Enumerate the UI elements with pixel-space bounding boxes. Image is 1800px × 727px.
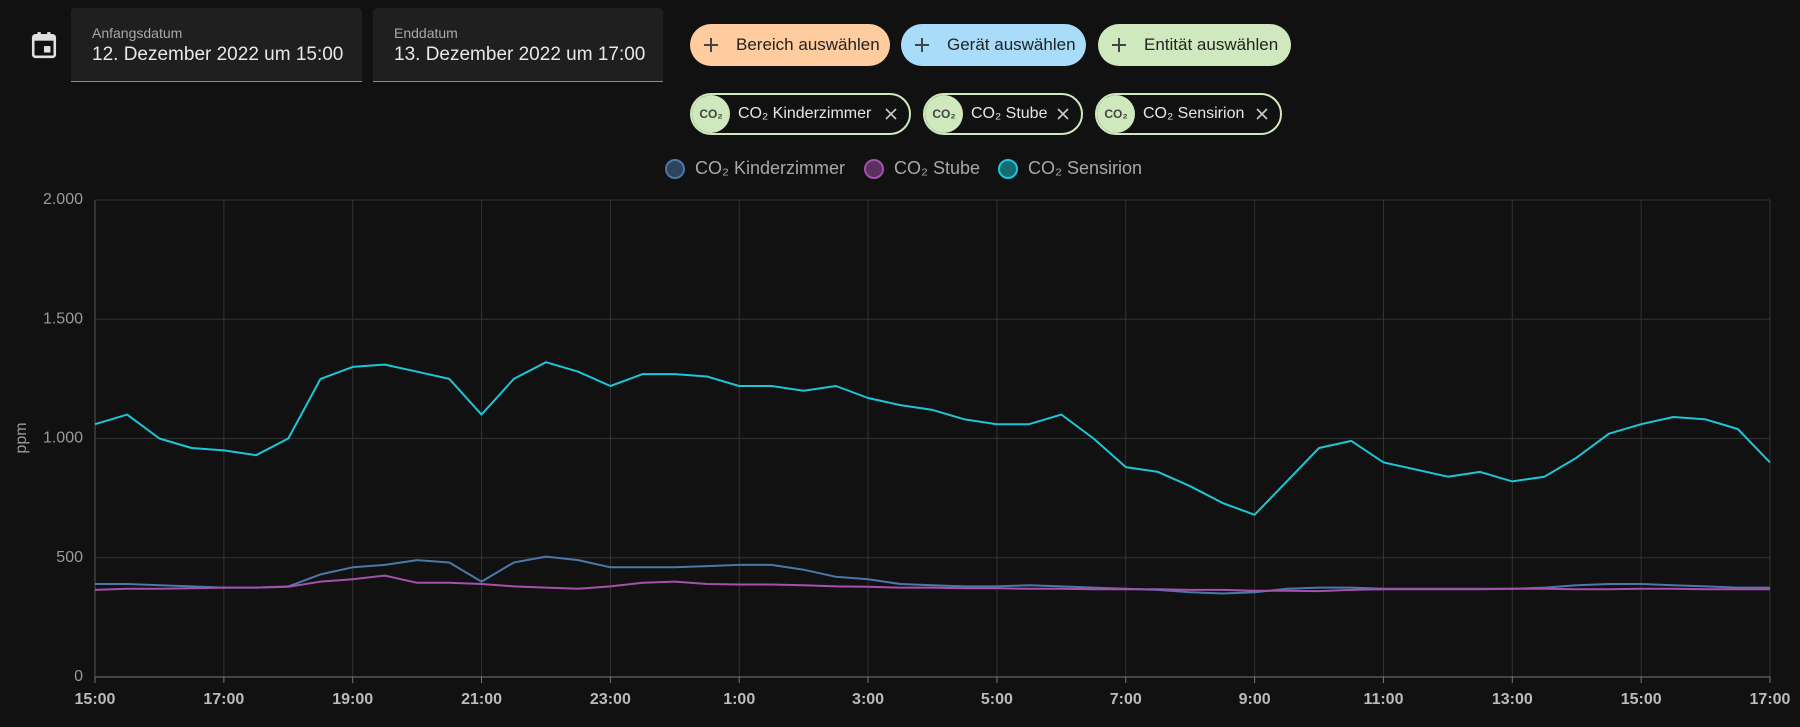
- y-tick-label: 1.000: [43, 430, 83, 447]
- x-tick-label: 1:00: [723, 691, 755, 708]
- chip-icon: CO₂: [1097, 95, 1135, 133]
- remove-icon[interactable]: [1256, 108, 1268, 120]
- legend-label: CO₂ Sensirion: [1028, 158, 1142, 178]
- y-tick-label: 1.500: [43, 310, 83, 327]
- x-tick-label: 7:00: [1110, 691, 1142, 708]
- y-axis-label: ppm: [13, 422, 30, 453]
- chip-label: CO₂ Stube: [971, 105, 1048, 122]
- field-label: Enddatum: [394, 25, 458, 41]
- x-tick-label: 5:00: [981, 691, 1013, 708]
- series-line: [94, 574, 1770, 593]
- area-button[interactable]: Bereich auswählen: [690, 24, 890, 66]
- entity-chip[interactable]: CO₂ CO₂ Kinderzimmer: [690, 93, 911, 135]
- x-tick-label: 21:00: [461, 691, 502, 708]
- button-label: Gerät auswählen: [947, 35, 1076, 54]
- x-tick-label: 11:00: [1363, 691, 1403, 708]
- y-tick-label: 500: [56, 549, 83, 566]
- field-label: Anfangsdatum: [92, 25, 183, 41]
- legend-swatch: [864, 159, 884, 179]
- x-tick-label: 19:00: [332, 691, 373, 708]
- button-label: Bereich auswählen: [736, 35, 880, 54]
- x-tick-label: 15:00: [1621, 691, 1662, 708]
- legend-label: CO₂ Stube: [894, 158, 980, 178]
- x-tick-label: 17:00: [1750, 691, 1791, 708]
- legend-label: CO₂ Kinderzimmer: [695, 158, 845, 178]
- device-button[interactable]: Gerät auswählen: [901, 24, 1086, 66]
- legend-swatch: [665, 159, 685, 179]
- plus-icon: [915, 38, 929, 52]
- legend-swatch: [998, 159, 1018, 179]
- chip-icon: CO₂: [925, 95, 963, 133]
- chart: ppm 0 500 1.000 1.500 2.000 15:00 17:00 19:00 21…: [13, 158, 1791, 708]
- end-date-field[interactable]: Enddatum 13. Dezember 2022 um 17:00: [373, 8, 663, 82]
- series-line: [94, 361, 1771, 516]
- entity-chip[interactable]: CO₂ CO₂ Stube: [923, 93, 1083, 135]
- x-tick-label: 9:00: [1239, 691, 1271, 708]
- y-tick-label: 2.000: [43, 191, 83, 208]
- button-label: Entität auswählen: [1144, 35, 1279, 54]
- entity-button[interactable]: Entität auswählen: [1098, 24, 1291, 66]
- remove-icon[interactable]: [1057, 108, 1069, 120]
- field-value: 12. Dezember 2022 um 15:00: [92, 44, 344, 65]
- y-tick-label: 0: [74, 668, 83, 685]
- x-tick-label: 17:00: [203, 691, 244, 708]
- entity-chip[interactable]: CO₂ CO₂ Sensirion: [1095, 93, 1282, 135]
- plus-icon: [1112, 38, 1126, 52]
- x-tick-label: 13:00: [1492, 691, 1533, 708]
- chip-label: CO₂ Kinderzimmer: [738, 105, 872, 122]
- chip-label: CO₂ Sensirion: [1143, 105, 1245, 122]
- remove-icon[interactable]: [885, 108, 897, 120]
- calendar-icon[interactable]: [31, 31, 57, 59]
- chip-icon: CO₂: [692, 95, 730, 133]
- x-tick-label: 15:00: [75, 691, 116, 708]
- x-tick-label: 23:00: [590, 691, 631, 708]
- field-value: 13. Dezember 2022 um 17:00: [394, 44, 646, 65]
- x-tick-label: 3:00: [852, 691, 884, 708]
- start-date-field[interactable]: Anfangsdatum 12. Dezember 2022 um 15:00: [71, 8, 362, 82]
- plus-icon: [704, 38, 718, 52]
